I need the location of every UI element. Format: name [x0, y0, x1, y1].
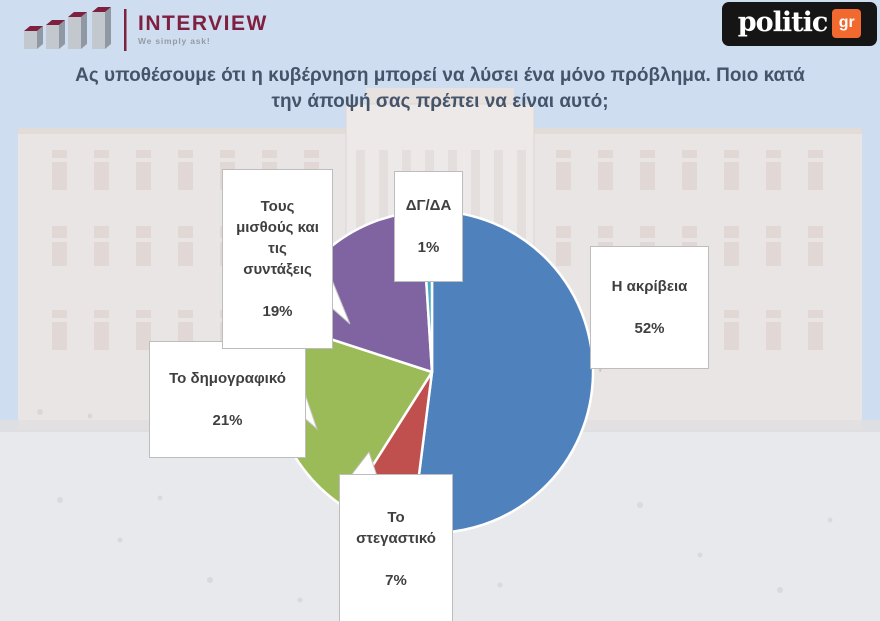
callout-label: Το δημογραφικό — [169, 370, 286, 387]
bar-chart-icon — [24, 7, 127, 51]
interview-brand-text: INTERVIEW — [138, 11, 268, 35]
callout-label: Τους μισθούς και τις συντάξεις — [236, 198, 319, 278]
callout-label: ΔΓ/ΔΑ — [405, 197, 452, 214]
interview-tagline-text: We simply ask! — [138, 35, 211, 46]
callout-pct: 19% — [262, 303, 293, 320]
politic-gr-badge: gr — [832, 8, 862, 38]
callout-label: Η ακρίβεια — [611, 278, 688, 295]
callout-label: Το στεγαστικό — [356, 509, 436, 547]
callout-pct: 7% — [385, 572, 407, 589]
callout-dgda: ΔΓ/ΔΑ 1% — [394, 171, 463, 282]
politic-logo: politic gr — [722, 2, 877, 46]
callout-stegastiko: Το στεγαστικό 7% — [339, 474, 453, 621]
callout-dimografiko: Το δημογραφικό 21% — [149, 341, 306, 458]
callout-pct: 52% — [634, 320, 665, 337]
callout-salaries: Τους μισθούς και τις συντάξεις 19% — [222, 169, 333, 349]
callout-pct: 1% — [417, 239, 440, 256]
interview-logo: INTERVIEW We simply ask! — [18, 5, 268, 53]
callout-akriveia: Η ακρίβεια 52% — [590, 246, 709, 369]
logo-divider — [124, 9, 127, 51]
callout-pct: 21% — [212, 412, 243, 429]
politic-brand-text: politic — [737, 6, 829, 38]
crowd-specks — [37, 409, 833, 603]
question-title: Ας υποθέσουμε ότι η κυβέρνηση μπορεί να … — [75, 65, 805, 112]
